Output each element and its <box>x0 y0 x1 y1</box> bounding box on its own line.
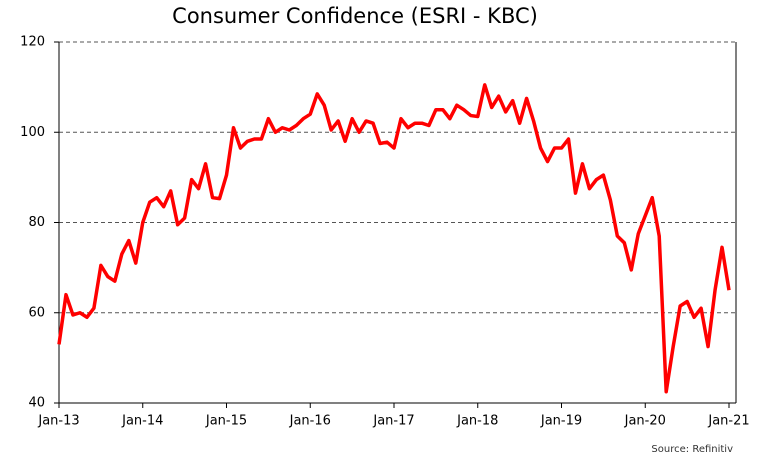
chart-title: Consumer Confidence (ESRI - KBC) <box>172 4 538 28</box>
source: Source: Refinitiv <box>651 444 733 455</box>
x-tick-label: Jan-13 <box>37 414 79 429</box>
y-tick-label: 40 <box>28 396 45 411</box>
x-tick-label: Jan-20 <box>624 414 666 429</box>
x-tick-label: Jan-19 <box>540 414 582 429</box>
y-tick-label: 80 <box>28 215 45 230</box>
x-tick-label: Jan-17 <box>372 414 414 429</box>
x-tick-label: Jan-16 <box>289 414 331 429</box>
x-tick-label: Jan-21 <box>707 414 749 429</box>
y-tick-label: 100 <box>20 125 45 140</box>
y-tick-label: 60 <box>28 305 45 320</box>
x-tick-label: Jan-14 <box>121 414 163 429</box>
x-tick-label: Jan-15 <box>205 414 247 429</box>
y-tick-label: 120 <box>20 35 45 50</box>
x-tick-label: Jan-18 <box>456 414 498 429</box>
data-line <box>57 83 731 394</box>
